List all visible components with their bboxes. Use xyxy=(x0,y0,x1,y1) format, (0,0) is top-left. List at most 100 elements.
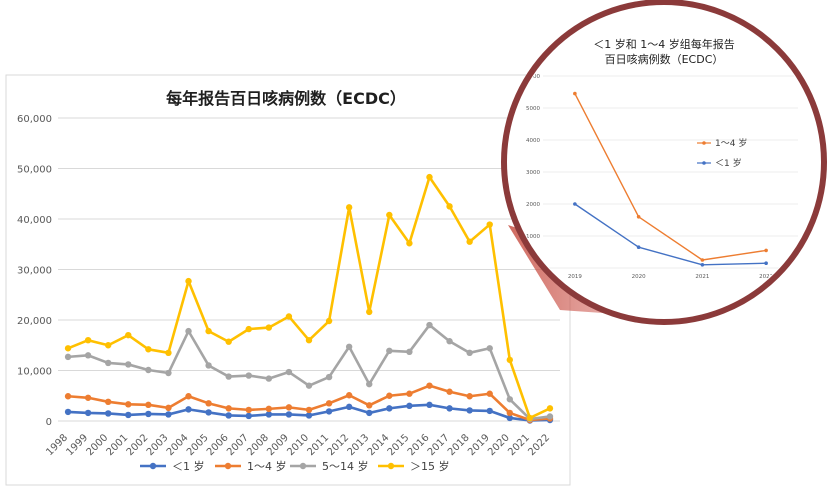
data-point xyxy=(245,372,252,379)
legend-marker xyxy=(702,161,706,165)
main-chart-y-axis: 0 10,000 20,000 30,000 40,000 50,000 60,000 xyxy=(17,114,52,428)
data-point xyxy=(345,392,353,399)
data-point xyxy=(285,313,293,320)
data-point xyxy=(506,396,513,403)
data-point xyxy=(366,308,373,316)
legend-marker xyxy=(299,462,307,470)
legend-label: ＞15 岁 xyxy=(410,459,450,473)
main-chart-gridlines xyxy=(58,117,560,422)
data-point xyxy=(426,173,433,181)
y-tick-label: 3000 xyxy=(526,170,540,176)
series-line xyxy=(574,93,767,261)
data-point xyxy=(305,382,313,389)
data-point xyxy=(64,353,72,361)
data-point xyxy=(84,394,92,401)
data-point xyxy=(105,410,112,417)
inset-chart-title-line2: 百日咳病例数（ECDC） xyxy=(605,52,724,66)
data-point xyxy=(265,324,273,331)
y-tick-label: 4000 xyxy=(526,138,540,144)
data-point xyxy=(305,337,313,344)
data-point xyxy=(165,369,172,377)
data-point xyxy=(125,331,132,339)
data-point xyxy=(466,238,473,245)
data-point xyxy=(105,359,112,367)
data-point xyxy=(446,388,453,395)
y-tick-label: 1000 xyxy=(526,234,540,240)
data-point xyxy=(366,380,373,388)
data-point xyxy=(546,413,554,420)
data-point xyxy=(185,393,192,400)
inset-chart-title-line1: ＜1 岁和 1～4 岁组每年报告 xyxy=(593,37,735,51)
data-point xyxy=(486,221,493,228)
data-point xyxy=(325,400,333,407)
x-tick-label: 2021 xyxy=(695,274,709,280)
data-point xyxy=(426,382,433,389)
data-point xyxy=(486,390,493,397)
y-tick-label: 40,000 xyxy=(17,215,52,226)
y-tick-label: 2000 xyxy=(526,202,540,208)
legend-label: 5～14 岁 xyxy=(322,459,369,473)
data-point xyxy=(145,410,152,418)
data-point xyxy=(426,401,433,409)
data-point xyxy=(145,346,152,353)
data-point xyxy=(764,261,768,266)
main-chart-plot-area xyxy=(64,173,554,424)
data-point xyxy=(225,405,232,412)
data-point xyxy=(386,211,393,219)
data-point xyxy=(325,373,333,381)
data-point xyxy=(185,406,192,413)
data-point xyxy=(225,338,232,345)
data-point xyxy=(265,411,273,418)
data-point xyxy=(526,414,534,422)
data-point xyxy=(486,345,493,352)
data-point xyxy=(205,327,212,335)
y-tick-label: 50,000 xyxy=(17,165,52,176)
data-point xyxy=(386,392,393,399)
x-tick-label: 2020 xyxy=(632,274,646,280)
inset-chart-gridlines xyxy=(543,75,798,269)
data-point xyxy=(466,407,473,414)
data-point xyxy=(406,240,413,247)
data-point xyxy=(573,202,577,206)
data-point xyxy=(764,248,768,253)
data-point xyxy=(700,258,705,262)
data-point xyxy=(64,408,72,416)
data-point xyxy=(386,405,393,412)
data-point xyxy=(165,349,172,357)
series-line xyxy=(574,203,767,266)
main-chart-legend: ＜1 岁 1～4 岁 5～14 岁 ＞15 岁 xyxy=(140,459,450,473)
main-chart-frame xyxy=(5,74,571,486)
data-point xyxy=(105,342,112,349)
data-point xyxy=(205,409,212,416)
data-point xyxy=(84,352,92,359)
y-tick-label: 10,000 xyxy=(17,367,52,378)
data-point xyxy=(386,347,393,355)
data-point xyxy=(225,373,232,380)
y-tick-label: 6000 xyxy=(526,74,540,80)
data-point xyxy=(145,401,152,409)
data-point xyxy=(125,401,132,408)
legend-marker xyxy=(224,462,232,470)
data-point xyxy=(285,368,293,376)
main-chart-title: 每年报告百日咳病例数（ECDC） xyxy=(166,89,406,108)
data-point xyxy=(105,398,112,406)
data-point xyxy=(285,411,293,418)
data-point xyxy=(265,405,273,413)
legend-label: ＜1 岁 xyxy=(715,157,742,169)
data-point xyxy=(84,337,92,344)
data-point xyxy=(205,400,212,407)
data-point xyxy=(506,409,513,417)
data-point xyxy=(546,405,554,412)
data-point xyxy=(64,393,72,400)
data-point xyxy=(325,317,333,325)
legend-label: 1～4 岁 xyxy=(715,137,747,149)
data-point xyxy=(64,345,72,352)
legend-label: 1～4 岁 xyxy=(247,459,287,473)
legend-label: ＜1 岁 xyxy=(172,459,205,473)
magnifier-circle xyxy=(501,0,827,325)
data-point xyxy=(486,407,493,415)
inset-chart-legend: 1～4 岁 ＜1 岁 xyxy=(697,137,747,169)
data-point xyxy=(406,348,413,356)
data-point xyxy=(165,404,172,412)
